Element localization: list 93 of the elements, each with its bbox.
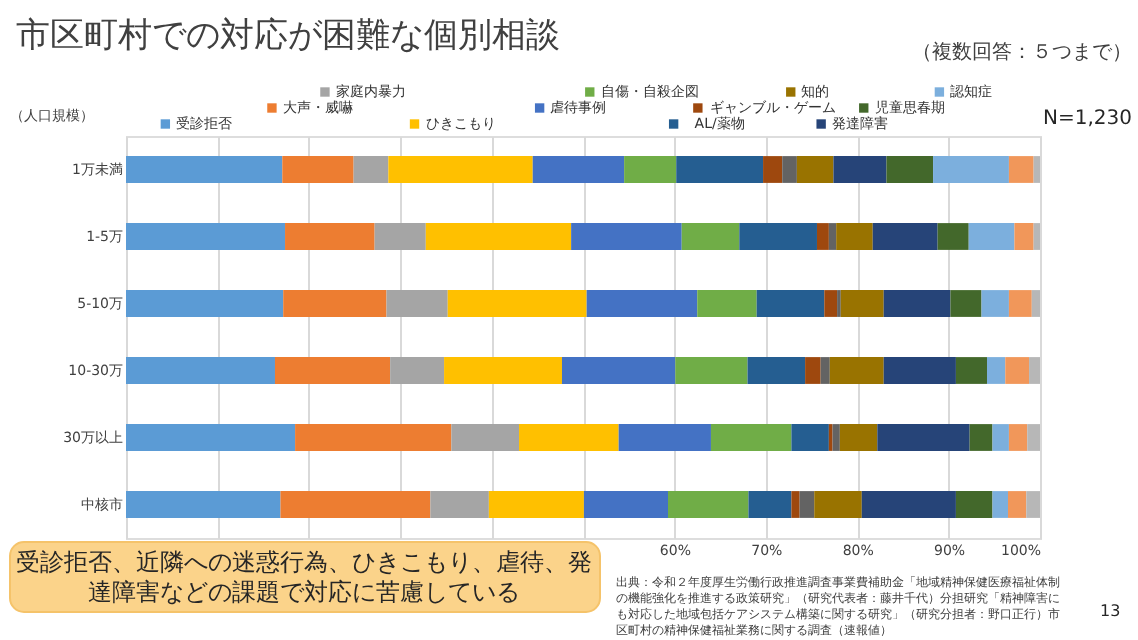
bar bbox=[805, 357, 821, 384]
text: 受診拒否、近隣への迷惑行為、ひきこもり、虐待、発達障害などの課題で対応に苦慮している bbox=[16, 548, 592, 606]
bar bbox=[992, 491, 1009, 518]
bar bbox=[756, 290, 825, 317]
bar bbox=[968, 223, 1015, 250]
bar bbox=[796, 156, 834, 183]
bar bbox=[981, 290, 1009, 317]
bar bbox=[571, 223, 682, 250]
bar bbox=[1014, 223, 1034, 250]
bar bbox=[295, 424, 452, 451]
bar bbox=[624, 156, 677, 183]
bar bbox=[1005, 357, 1030, 384]
bar bbox=[386, 290, 448, 317]
bar bbox=[824, 290, 838, 317]
bar bbox=[814, 491, 862, 518]
bar bbox=[285, 223, 375, 250]
bar bbox=[283, 290, 387, 317]
bar bbox=[1033, 223, 1040, 250]
bar bbox=[791, 424, 829, 451]
bar bbox=[561, 357, 676, 384]
bar bbox=[126, 491, 281, 518]
bar bbox=[1033, 156, 1040, 183]
bar bbox=[390, 357, 445, 384]
bar bbox=[1029, 357, 1040, 384]
bar bbox=[1008, 290, 1032, 317]
bar bbox=[828, 223, 837, 250]
bar bbox=[430, 491, 489, 518]
bar bbox=[583, 491, 668, 518]
bar bbox=[1008, 424, 1028, 451]
bar bbox=[444, 357, 562, 384]
bar bbox=[675, 357, 748, 384]
bar bbox=[488, 491, 584, 518]
bar bbox=[1008, 156, 1034, 183]
chart-title: 市区町村での対応が困難な個別相談 bbox=[16, 16, 560, 56]
bar bbox=[829, 357, 884, 384]
bar bbox=[992, 424, 1009, 451]
bar bbox=[937, 223, 969, 250]
bar bbox=[710, 424, 792, 451]
bar bbox=[126, 156, 283, 183]
bar bbox=[833, 156, 887, 183]
bar bbox=[681, 223, 740, 250]
bar bbox=[950, 290, 982, 317]
text: N=1,230 bbox=[1043, 108, 1132, 130]
text: 13 bbox=[1100, 602, 1121, 620]
bar bbox=[282, 156, 354, 183]
bar bbox=[832, 424, 840, 451]
bar bbox=[840, 290, 884, 317]
bar bbox=[668, 491, 749, 518]
bar bbox=[872, 223, 938, 250]
bar bbox=[955, 491, 993, 518]
bar bbox=[1026, 491, 1040, 518]
chart-subtitle: （複数回答：５つまで） bbox=[912, 40, 1132, 64]
bar bbox=[1027, 424, 1040, 451]
bar bbox=[739, 223, 817, 250]
bar bbox=[676, 156, 764, 183]
bar bbox=[586, 290, 698, 317]
bar bbox=[519, 424, 619, 451]
bar bbox=[1031, 290, 1040, 317]
bar bbox=[748, 491, 792, 518]
bar bbox=[883, 290, 951, 317]
bar bbox=[883, 357, 956, 384]
bar bbox=[763, 156, 783, 183]
bar bbox=[697, 290, 757, 317]
bar bbox=[986, 357, 1006, 384]
bar bbox=[280, 491, 431, 518]
bar bbox=[1008, 491, 1027, 518]
bar bbox=[861, 491, 956, 518]
bar bbox=[877, 424, 970, 451]
bar bbox=[126, 290, 284, 317]
bar bbox=[618, 424, 711, 451]
bar bbox=[955, 357, 987, 384]
bar bbox=[447, 290, 587, 317]
bar bbox=[374, 223, 426, 250]
bar bbox=[126, 357, 275, 384]
bar bbox=[799, 491, 815, 518]
bar bbox=[820, 357, 830, 384]
bar bbox=[353, 156, 389, 183]
bar bbox=[425, 223, 572, 250]
bar bbox=[816, 223, 829, 250]
bar bbox=[126, 424, 296, 451]
bar bbox=[451, 424, 520, 451]
bar bbox=[933, 156, 1009, 183]
bar bbox=[747, 357, 806, 384]
bar bbox=[388, 156, 533, 183]
bar bbox=[274, 357, 391, 384]
bar bbox=[782, 156, 797, 183]
bar bbox=[969, 424, 993, 451]
bar bbox=[886, 156, 934, 183]
bar bbox=[836, 223, 873, 250]
bar bbox=[126, 223, 286, 250]
bar bbox=[839, 424, 878, 451]
bar bbox=[791, 491, 800, 518]
bar bbox=[532, 156, 625, 183]
